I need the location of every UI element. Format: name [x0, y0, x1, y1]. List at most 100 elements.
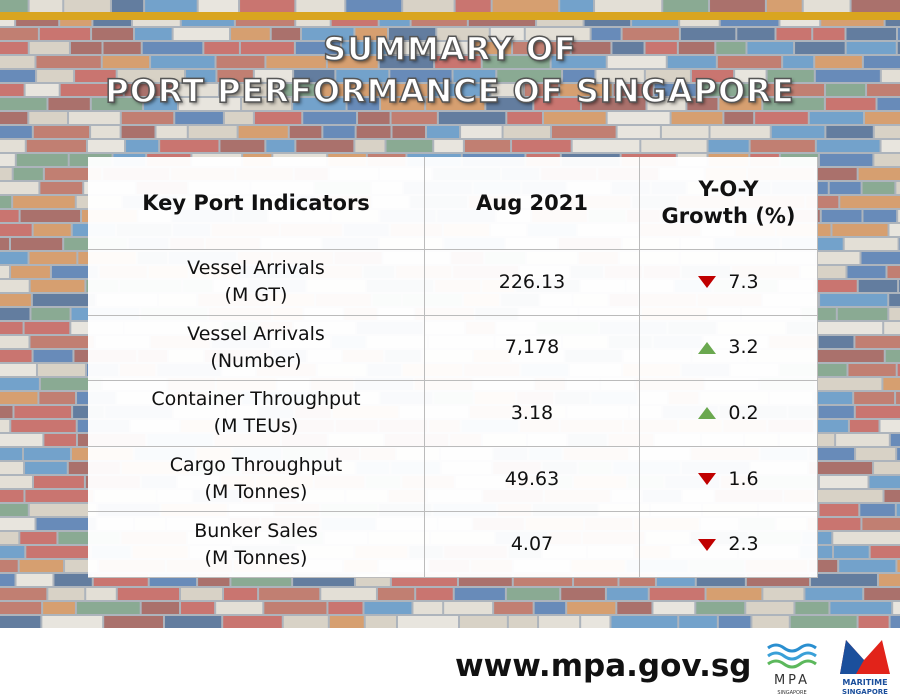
container — [0, 434, 43, 446]
container — [816, 490, 883, 502]
arrow-down — [698, 538, 717, 551]
container — [817, 322, 883, 334]
container — [863, 56, 900, 68]
container — [795, 42, 845, 54]
container — [667, 56, 716, 68]
container — [454, 588, 505, 600]
container — [837, 308, 888, 320]
url: www.mpa.gov.sg — [455, 648, 752, 684]
container — [571, 42, 611, 54]
container — [48, 588, 85, 600]
container — [173, 28, 230, 40]
container — [379, 56, 434, 68]
container — [75, 70, 116, 82]
container — [0, 266, 10, 278]
container — [877, 98, 900, 110]
container — [563, 70, 595, 82]
container — [64, 0, 110, 12]
container — [846, 42, 896, 54]
container — [816, 378, 882, 390]
container — [767, 70, 814, 82]
growth: 2.3 — [728, 533, 759, 556]
container — [654, 84, 696, 96]
container — [29, 0, 63, 12]
container — [437, 28, 489, 40]
logo-sub: SINGAPORE — [777, 690, 806, 696]
container — [0, 252, 28, 264]
container — [31, 308, 70, 320]
container — [898, 210, 900, 222]
cell: Vessel Arrivals (M GT) — [88, 250, 425, 316]
container — [878, 574, 900, 586]
container — [0, 518, 35, 530]
container — [39, 28, 91, 40]
container — [829, 182, 861, 194]
indicator: (M GT) — [224, 284, 288, 307]
container — [641, 140, 707, 152]
container — [429, 84, 490, 96]
container — [840, 196, 900, 208]
container — [645, 70, 690, 82]
container — [0, 224, 32, 236]
container — [591, 28, 621, 40]
container — [30, 280, 85, 292]
container — [358, 112, 390, 124]
container — [885, 350, 900, 362]
container — [0, 196, 12, 208]
crane — [0, 12, 900, 20]
container — [884, 490, 900, 502]
container — [44, 168, 102, 180]
container — [708, 140, 749, 152]
container — [40, 182, 83, 194]
container — [364, 602, 412, 614]
container — [830, 602, 892, 614]
value: 7,178 — [504, 336, 560, 359]
container — [819, 504, 859, 516]
container — [0, 574, 15, 586]
container — [216, 602, 263, 614]
container — [795, 602, 829, 614]
container — [706, 588, 762, 600]
indicator: (M TEUs) — [213, 415, 299, 438]
maritime-logo: MARITIME SINGAPORE — [840, 640, 890, 696]
container — [242, 98, 292, 110]
container — [834, 546, 869, 558]
cell: 49.63 — [425, 446, 640, 513]
cell: 3.18 — [425, 381, 640, 447]
container — [104, 616, 163, 628]
container — [861, 252, 900, 264]
container — [844, 238, 898, 250]
container — [897, 364, 900, 376]
container — [893, 602, 900, 614]
container — [36, 518, 96, 530]
container — [381, 98, 425, 110]
container — [391, 112, 437, 124]
container — [40, 378, 101, 390]
container — [0, 476, 32, 488]
container — [821, 210, 862, 222]
container — [833, 532, 900, 544]
container — [87, 140, 125, 152]
container — [37, 70, 74, 82]
container — [0, 392, 38, 404]
container — [763, 588, 804, 600]
arrow — [698, 341, 717, 354]
container — [534, 98, 580, 110]
container — [329, 616, 364, 628]
container — [567, 602, 616, 614]
container — [365, 616, 396, 628]
growth: 0.2 — [728, 401, 759, 424]
title-line: PORT PERFORMANCE OF SINGAPORE — [105, 71, 795, 111]
container — [26, 140, 86, 152]
value: 226.13 — [498, 270, 566, 293]
container — [613, 84, 653, 96]
container — [24, 322, 70, 334]
cell: 4.07 — [425, 512, 640, 578]
container — [890, 616, 900, 628]
container — [897, 28, 900, 40]
container — [491, 84, 523, 96]
container — [124, 84, 175, 96]
container — [327, 56, 378, 68]
container — [416, 588, 453, 600]
container — [874, 154, 900, 166]
